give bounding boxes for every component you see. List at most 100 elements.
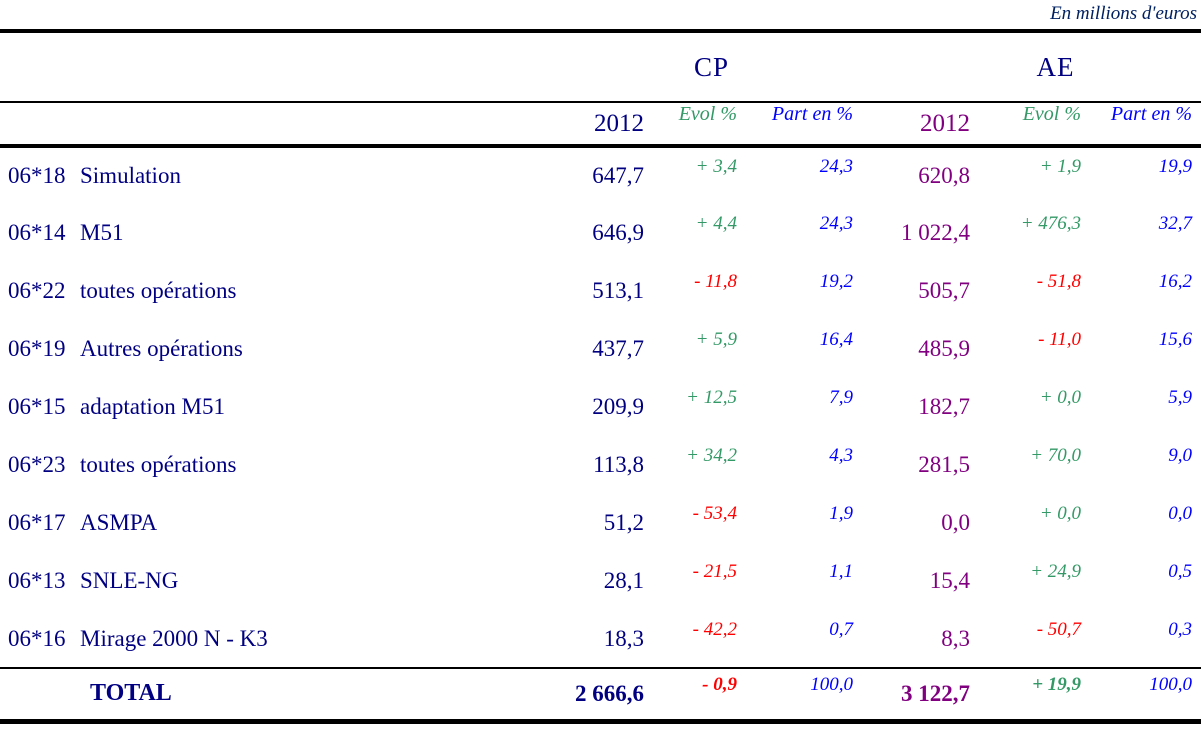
row-name: ASMPA [80, 510, 158, 535]
cp-part-text: 0,7 [829, 618, 854, 640]
row-name: M51 [80, 220, 124, 245]
ae-2012-value: 1 022,4 [901, 220, 971, 245]
ae-evol-text: + 24,9 [1030, 561, 1082, 582]
total-cp-evol-text: - 0,9 [702, 673, 737, 695]
cp-part-text: 24,3 [819, 213, 854, 234]
row-code: 06*16 [8, 625, 66, 651]
ae-part-text: 0,0 [1168, 503, 1193, 524]
table-row: 06*19 Autres opérations 437,7 + 5,9 16,4 … [0, 320, 1201, 378]
ae-2012-value: 8,3 [941, 625, 971, 651]
ae-2012-value: 0,0 [941, 510, 971, 535]
row-code: 06*14 [8, 220, 66, 245]
cp-part-value: 4,3 [742, 436, 858, 494]
cp-evol-value: + 4,4 [650, 204, 742, 262]
ae-evol-value: + 0,0 [975, 494, 1087, 552]
ae-part-text: 9,0 [1168, 445, 1193, 466]
cp-part-value: 24,3 [742, 146, 858, 204]
total-ae-2012-value: 3 122,7 [901, 680, 971, 706]
row-code: 06*18 [8, 163, 66, 188]
cp-evol-value: + 12,5 [650, 378, 742, 436]
row-name: adaptation M51 [80, 394, 225, 419]
ae-2012-value: 620,8 [918, 163, 971, 188]
row-name: SNLE-NG [80, 568, 179, 593]
cp-part-value: 1,1 [742, 552, 858, 610]
row-label: 06*23 toutes opérations [0, 436, 475, 494]
row-code: 06*17 [8, 510, 66, 535]
row-name: Autres opérations [80, 336, 243, 361]
row-name: toutes opérations [80, 278, 237, 303]
cp-evol-text: + 5,9 [695, 329, 737, 350]
ae-evol-text: + 476,3 [1020, 213, 1082, 234]
ae-part-text: 0,3 [1168, 618, 1193, 640]
ae-part-text: 19,9 [1158, 156, 1193, 177]
row-code: 06*22 [8, 278, 66, 303]
row-label: 06*13 SNLE-NG [0, 552, 475, 610]
sub-header-row: 2012 Evol % Part en % 2012 Evol % Part e… [0, 102, 1201, 146]
row-label: 06*18 Simulation [0, 146, 475, 204]
table-row: 06*22 toutes opérations 513,1 - 11,8 19,2… [0, 262, 1201, 320]
ae-evol-text: + 0,0 [1039, 503, 1082, 524]
cp-2012-value: 646,9 [592, 220, 644, 245]
ae-part-text: 16,2 [1158, 271, 1193, 292]
table-row: 06*17 ASMPA 51,2 - 53,4 1,9 0,0 + 0,0 0,0 [0, 494, 1201, 552]
ae-part-value: 0,0 [1087, 494, 1201, 552]
ae-2012-value: 505,7 [918, 278, 971, 303]
row-label: 06*14 M51 [0, 204, 475, 262]
cp-evol-value: + 34,2 [650, 436, 742, 494]
ae-evol-value: + 1,9 [975, 146, 1087, 204]
group-header-ae: AE [1036, 51, 1075, 82]
ae-part-value: 19,9 [1087, 146, 1201, 204]
ae-part-value: 0,3 [1087, 610, 1201, 668]
ae-evol-value: - 11,0 [975, 320, 1087, 378]
col-header-ae-part: Part en % [1087, 102, 1201, 146]
col-header-cp-part-label: Part en % [771, 103, 854, 125]
cp-2012-value: 437,7 [592, 336, 644, 361]
cp-evol-value: + 5,9 [650, 320, 742, 378]
cp-part-text: 24,3 [819, 156, 854, 177]
table-row: 06*13 SNLE-NG 28,1 - 21,5 1,1 15,4 + 24,9… [0, 552, 1201, 610]
cp-2012-value: 18,3 [603, 625, 644, 651]
table-row: 06*16 Mirage 2000 N - K3 18,3 - 42,2 0,7 … [0, 610, 1201, 668]
cp-evol-value: - 42,2 [650, 610, 742, 668]
total-cp-part-text: 100,0 [810, 673, 854, 695]
ae-part-value: 32,7 [1087, 204, 1201, 262]
ae-2012-value: 182,7 [918, 394, 971, 419]
row-label: 06*16 Mirage 2000 N - K3 [0, 610, 475, 668]
ae-part-text: 0,5 [1168, 561, 1193, 582]
cp-2012-value: 28,1 [603, 568, 644, 593]
ae-evol-value: + 24,9 [975, 552, 1087, 610]
row-label: 06*15 adaptation M51 [0, 378, 475, 436]
total-ae-part-value: 100,0 [1087, 668, 1201, 721]
cp-part-text: 19,2 [819, 271, 854, 292]
total-label: TOTAL [90, 680, 172, 707]
cp-evol-text: - 53,4 [692, 503, 737, 524]
total-cp-part-value: 100,0 [742, 668, 858, 721]
sub-header-spacer [0, 102, 475, 146]
ae-evol-value: + 0,0 [975, 378, 1087, 436]
ae-2012-value: 15,4 [929, 568, 971, 593]
ae-2012-value: 485,9 [918, 336, 971, 361]
cp-2012-value: 113,8 [593, 452, 644, 477]
ae-part-value: 0,5 [1087, 552, 1201, 610]
cp-evol-text: - 21,5 [692, 561, 737, 582]
cp-part-value: 1,9 [742, 494, 858, 552]
cp-evol-text: + 34,2 [686, 445, 737, 466]
cp-evol-value: - 53,4 [650, 494, 742, 552]
group-header-row: CP AE [0, 33, 1201, 102]
cp-evol-value: + 3,4 [650, 146, 742, 204]
ae-part-value: 5,9 [1087, 378, 1201, 436]
table-row: 06*23 toutes opérations 113,8 + 34,2 4,3 … [0, 436, 1201, 494]
ae-evol-text: + 70,0 [1030, 445, 1082, 466]
col-header-cp-evol: Evol % [650, 102, 742, 146]
cp-evol-text: - 42,2 [692, 618, 737, 640]
cp-part-value: 24,3 [742, 204, 858, 262]
cp-part-value: 0,7 [742, 610, 858, 668]
cp-evol-text: + 4,4 [695, 213, 737, 234]
ae-part-value: 9,0 [1087, 436, 1201, 494]
cp-part-value: 7,9 [742, 378, 858, 436]
cp-2012-value: 209,9 [592, 394, 644, 419]
ae-evol-value: + 476,3 [975, 204, 1087, 262]
col-header-ae-evol-label: Evol % [1022, 103, 1082, 125]
ae-part-value: 15,6 [1087, 320, 1201, 378]
